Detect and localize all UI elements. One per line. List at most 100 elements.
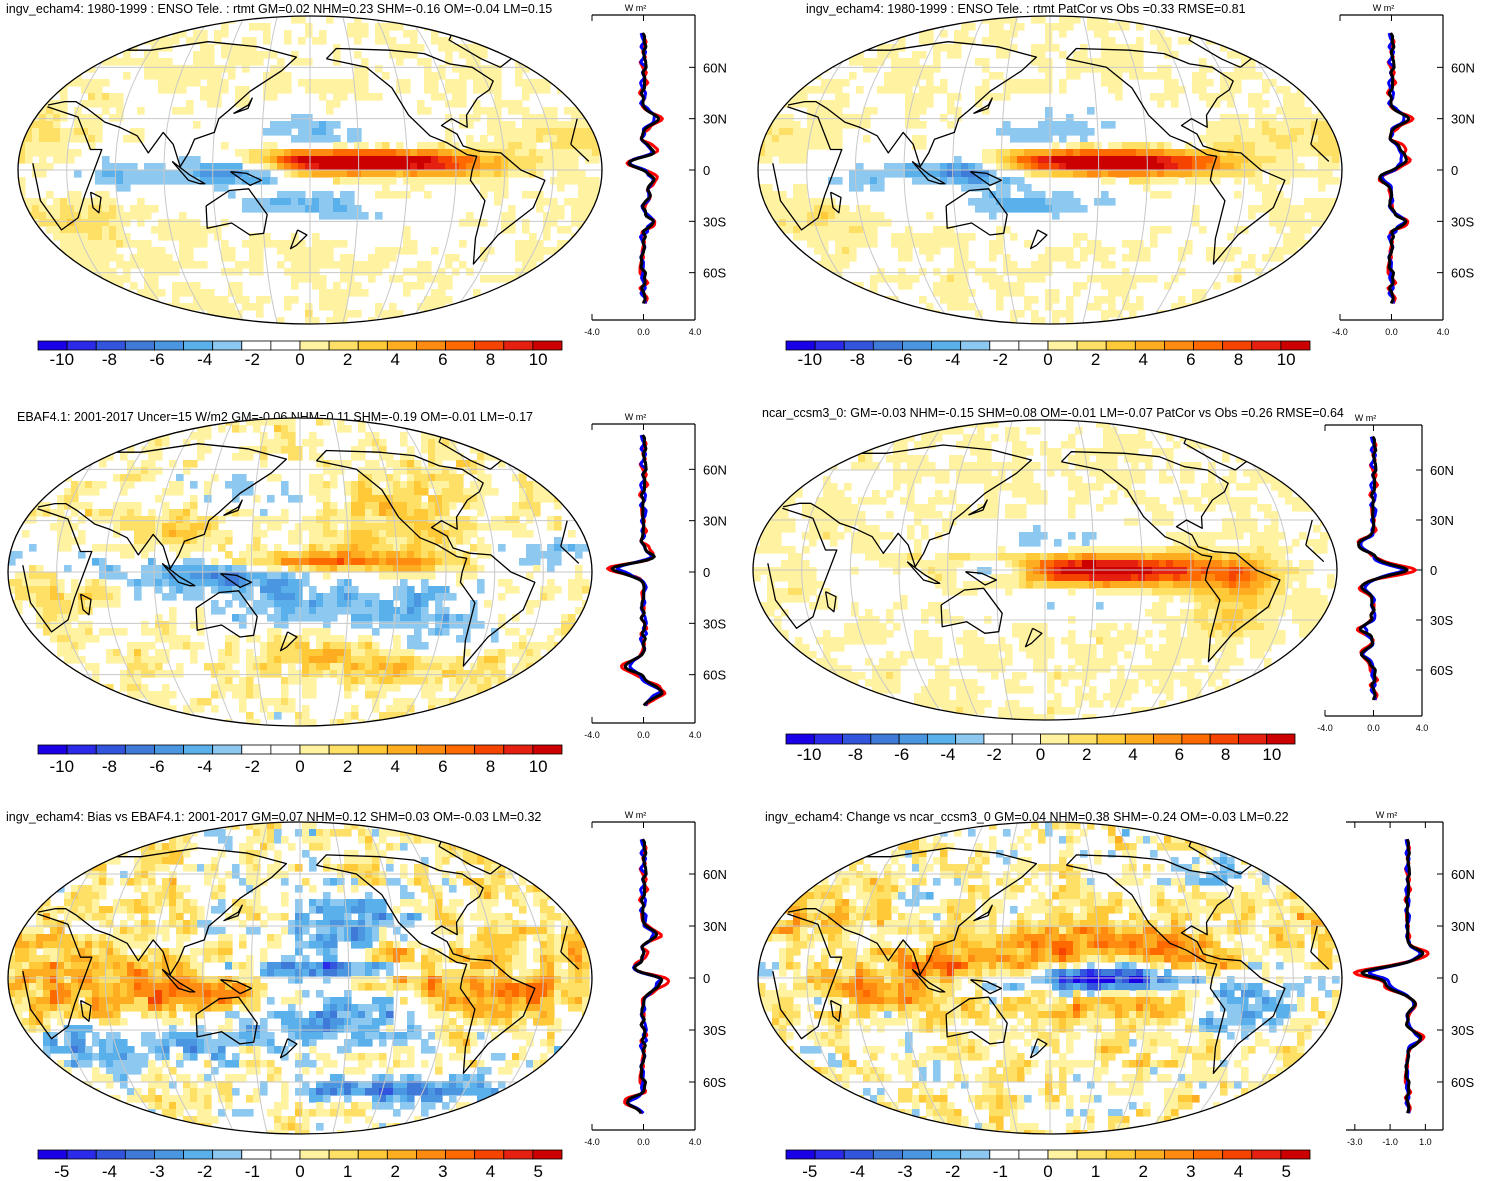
map-cell	[253, 523, 261, 531]
map-cell	[1325, 198, 1333, 206]
colorbar-box	[785, 340, 816, 351]
map-cell	[407, 544, 415, 552]
map-cell	[435, 537, 443, 545]
map-cell	[46, 212, 54, 220]
map-cell	[99, 432, 107, 440]
map-cell	[515, 310, 523, 318]
map-cell	[305, 261, 313, 269]
map-cell	[256, 247, 264, 255]
map-cell	[470, 544, 478, 552]
map-cell	[522, 261, 530, 269]
map-cell	[508, 142, 516, 150]
map-cell	[1094, 170, 1102, 178]
map-cell	[470, 558, 478, 566]
map-cell	[835, 100, 843, 108]
map-cell	[81, 86, 89, 94]
map-cell	[179, 254, 187, 262]
map-cell	[57, 663, 65, 671]
map-cell	[379, 551, 387, 559]
map-cell	[421, 607, 429, 615]
map-cell	[151, 247, 159, 255]
map-cell	[316, 509, 324, 517]
map-cell	[1136, 23, 1144, 31]
map-cell	[197, 523, 205, 531]
map-cell	[190, 495, 198, 503]
map-cell	[298, 240, 306, 248]
map-cell	[456, 656, 464, 664]
map-cell	[814, 219, 822, 227]
map-cell	[968, 163, 976, 171]
map-cell	[463, 628, 471, 636]
map-cell	[288, 635, 296, 643]
map-cell	[330, 558, 338, 566]
map-cell	[547, 523, 555, 531]
map-cell	[765, 135, 773, 143]
map-cell	[512, 586, 520, 594]
map-cell	[466, 51, 474, 59]
map-cell	[954, 114, 962, 122]
map-cell	[954, 247, 962, 255]
map-cell	[333, 149, 341, 157]
map-cell	[1220, 254, 1228, 262]
map-cell	[389, 23, 397, 31]
map-cell	[284, 128, 292, 136]
map-cell	[330, 614, 338, 622]
map-cell	[71, 642, 79, 650]
map-cell	[786, 156, 794, 164]
map-cell	[60, 198, 68, 206]
map-cell	[1059, 205, 1067, 213]
map-cell	[533, 502, 541, 510]
map-cell	[807, 226, 815, 234]
map-cell	[239, 558, 247, 566]
map-cell	[71, 495, 79, 503]
map-cell	[1157, 170, 1165, 178]
map-cell	[863, 296, 871, 304]
map-cell	[961, 170, 969, 178]
map-cell	[1185, 177, 1193, 185]
map-cell	[151, 23, 159, 31]
map-cell	[898, 37, 906, 45]
map-cell	[333, 100, 341, 108]
map-cell	[1157, 37, 1165, 45]
map-cell	[807, 65, 815, 73]
map-cell	[358, 467, 366, 475]
map-cell	[123, 212, 131, 220]
map-cell	[319, 128, 327, 136]
map-cell	[246, 670, 254, 678]
map-cell	[407, 481, 415, 489]
map-cell	[533, 656, 541, 664]
map-cell	[554, 586, 562, 594]
map-cell	[533, 495, 541, 503]
map-cell	[487, 79, 495, 87]
map-cell	[340, 303, 348, 311]
map-cell	[1248, 142, 1256, 150]
map-cell	[508, 121, 516, 129]
map-cell	[302, 572, 310, 580]
map-cell	[151, 261, 159, 269]
map-cell	[540, 642, 548, 650]
map-cell	[148, 453, 156, 461]
map-cell	[158, 226, 166, 234]
map-cell	[193, 51, 201, 59]
map-cell	[403, 282, 411, 290]
map-cell	[176, 509, 184, 517]
map-cell	[186, 107, 194, 115]
map-cell	[134, 530, 142, 538]
map-cell	[501, 121, 509, 129]
map-cell	[36, 579, 44, 587]
map-cell	[141, 649, 149, 657]
map-cell	[442, 474, 450, 482]
map-cell	[522, 226, 530, 234]
map-cell	[1122, 240, 1130, 248]
map-cell	[470, 495, 478, 503]
map-cell	[526, 544, 534, 552]
map-cell	[1129, 254, 1137, 262]
map-cell	[323, 607, 331, 615]
map-cell	[316, 614, 324, 622]
map-cell	[989, 212, 997, 220]
map-cell	[884, 310, 892, 318]
map-cell	[71, 614, 79, 622]
map-cell	[211, 537, 219, 545]
colorbar-box	[1047, 340, 1078, 351]
map-cell	[919, 121, 927, 129]
